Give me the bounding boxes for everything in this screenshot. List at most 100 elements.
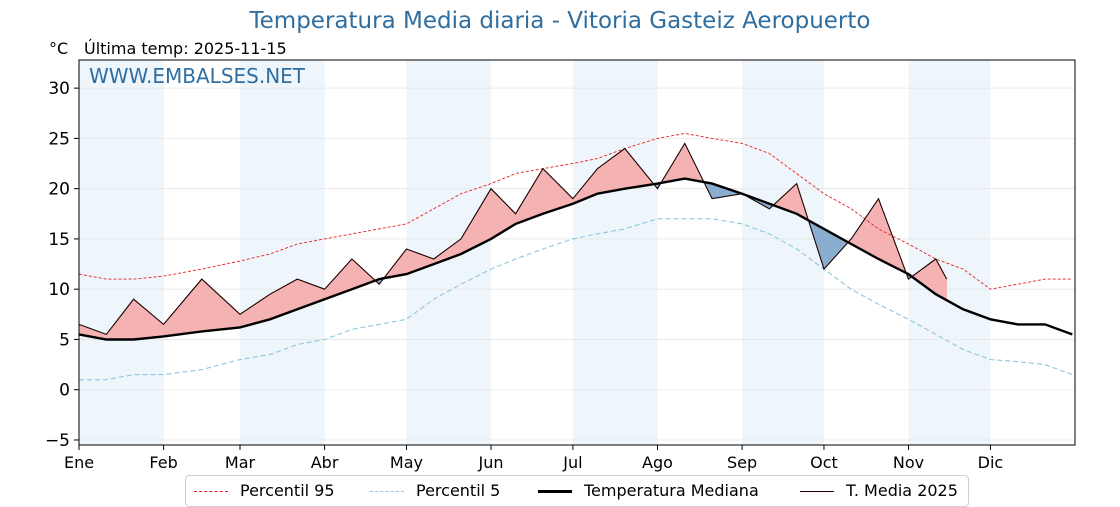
anomaly-above-area <box>253 302 257 325</box>
x-tick-label-may: May <box>390 453 423 472</box>
y-tick-label: 0 <box>59 381 70 401</box>
anomaly-above-area <box>348 258 353 291</box>
anomaly-above-area <box>310 283 314 305</box>
anomaly-below-area <box>831 232 836 261</box>
anomaly-above-area <box>556 181 560 210</box>
anomaly-above-area <box>346 261 350 292</box>
anomaly-below-area <box>826 229 830 267</box>
anomaly-above-area <box>187 291 192 334</box>
x-tick-label-ago: Ago <box>642 453 673 472</box>
anomaly-above-area <box>482 196 486 244</box>
anomaly-above-area <box>185 294 189 334</box>
anomaly-above-area <box>228 303 233 329</box>
y-tick-label: 20 <box>48 180 70 200</box>
anomaly-above-area <box>223 298 227 330</box>
anomaly-above-area <box>215 291 219 331</box>
anomaly-above-area <box>627 150 631 189</box>
anomaly-above-area <box>288 281 293 313</box>
anomaly-above-area <box>155 316 159 338</box>
anomaly-above-area <box>485 192 489 243</box>
anomaly-above-area <box>182 297 186 335</box>
month-band-sep <box>742 60 824 445</box>
anomaly-above-area <box>261 297 265 322</box>
x-tick-label-jul: Jul <box>562 453 582 472</box>
anomaly-above-area <box>867 209 871 256</box>
anomaly-above-area <box>457 238 462 256</box>
anomaly-above-area <box>930 260 934 293</box>
watermark-link[interactable]: WWW.EMBALSES.NET <box>89 64 306 88</box>
anomaly-above-area <box>496 193 500 237</box>
anomaly-above-area <box>231 306 235 329</box>
legend-label-median: Temperatura Mediana <box>584 481 759 500</box>
anomaly-above-area <box>488 187 492 241</box>
anomaly-below-area <box>823 228 827 270</box>
anomaly-below-area <box>829 231 833 264</box>
anomaly-above-area <box>548 173 552 213</box>
anomaly-above-area <box>861 217 866 253</box>
anomaly-above-area <box>193 284 197 333</box>
anomaly-above-area <box>594 167 598 196</box>
anomaly-above-area <box>790 185 795 214</box>
anomaly-above-area <box>136 300 140 340</box>
legend-item-p5: Percentil 5 <box>370 481 500 500</box>
y-tick-label: 5 <box>59 330 70 350</box>
anomaly-above-area <box>256 300 260 324</box>
anomaly-above-area <box>217 293 222 331</box>
anomaly-above-area <box>141 305 145 339</box>
anomaly-above-area <box>280 286 284 316</box>
chart-title: Temperatura Media diaria - Vitoria Gaste… <box>249 8 871 34</box>
legend-swatch-p95 <box>194 491 228 492</box>
legend-item-current: T. Media 2025 <box>800 481 958 500</box>
y-axis-unit: °C <box>49 39 69 58</box>
series-media-2025-line <box>78 142 948 336</box>
anomaly-above-area <box>272 290 276 319</box>
anomaly-above-area <box>880 205 885 263</box>
y-tick-label: 25 <box>48 129 70 149</box>
anomaly-above-area <box>359 265 364 287</box>
anomaly-above-area <box>537 172 541 217</box>
series-percentil-5-line <box>79 218 1073 381</box>
anomaly-above-area <box>316 285 320 303</box>
anomaly-above-area <box>406 248 410 275</box>
anomaly-above-area <box>220 296 224 330</box>
anomaly-above-area <box>206 283 211 332</box>
anomaly-above-area <box>793 182 797 215</box>
legend-label-p5: Percentil 5 <box>416 481 501 500</box>
anomaly-above-area <box>245 308 249 327</box>
anomaly-above-area <box>618 149 623 191</box>
anomaly-above-area <box>198 278 203 333</box>
anomaly-above-area <box>286 283 290 314</box>
anomaly-above-area <box>613 153 617 192</box>
anomaly-above-area <box>302 280 306 308</box>
anomaly-above-area <box>196 281 200 333</box>
anomaly-above-area <box>632 157 636 188</box>
anomaly-above-area <box>599 163 604 194</box>
anomaly-above-area <box>531 181 536 219</box>
anomaly-above-area <box>297 278 301 310</box>
anomaly-above-area <box>242 310 246 328</box>
y-tick-label: 10 <box>48 280 70 300</box>
legend-swatch-p5 <box>370 491 404 492</box>
anomaly-above-area <box>875 197 879 260</box>
x-tick-label-oct: Oct <box>810 453 838 472</box>
y-tick-label: −5 <box>45 431 70 451</box>
anomaly-above-area <box>534 176 538 218</box>
anomaly-above-area <box>190 288 194 334</box>
anomaly-above-area <box>283 284 287 315</box>
anomaly-above-area <box>299 279 304 309</box>
anomaly-above-area <box>357 263 361 288</box>
anomaly-above-area <box>624 147 628 190</box>
x-tick-label-mar: Mar <box>225 453 256 472</box>
x-tick-label-dic: Dic <box>978 453 1004 472</box>
anomaly-above-area <box>125 305 129 340</box>
anomaly-below-area <box>711 183 716 200</box>
legend-label-p95: Percentil 95 <box>240 481 335 500</box>
anomaly-above-area <box>935 258 939 297</box>
anomaly-below-area <box>714 184 718 199</box>
anomaly-above-area <box>621 147 626 190</box>
anomaly-above-area <box>204 280 208 332</box>
anomaly-above-area <box>250 304 254 325</box>
anomaly-above-area <box>501 199 505 233</box>
anomaly-above-area <box>545 170 549 214</box>
